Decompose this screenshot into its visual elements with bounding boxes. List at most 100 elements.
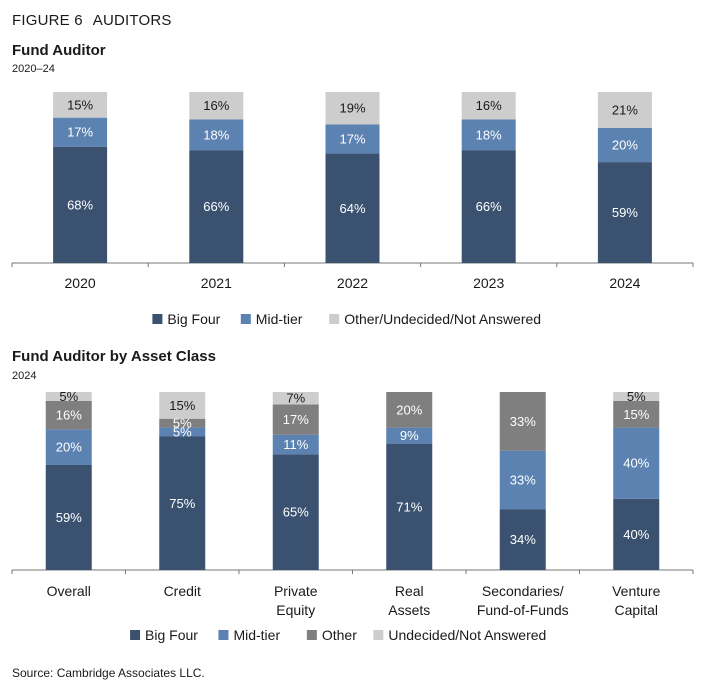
data-label-big-four-2: 64%	[339, 201, 365, 216]
bar-big-four-4	[597, 162, 652, 263]
bar-mid-tier-2	[325, 124, 380, 154]
chart2-title: Fund Auditor by Asset Class	[12, 348, 216, 365]
category-label-3: Real	[395, 583, 424, 599]
bar-mid-tier-3	[386, 427, 433, 444]
category-label-0: Overall	[47, 583, 91, 599]
data-label-other-undecided-not-answered-3: 16%	[476, 98, 502, 113]
data-label-other-3: 20%	[396, 402, 422, 417]
legend-swatch-undecided-not-answered	[373, 630, 384, 640]
data-label-mid-tier-3: 9%	[400, 428, 419, 443]
category-label-3: Assets	[388, 602, 430, 618]
legend-label-other: Other	[322, 627, 357, 643]
chart1-title: Fund Auditor	[12, 42, 106, 59]
data-label-mid-tier-5: 40%	[623, 456, 649, 471]
legend: Big Four Mid-tier Other Undecided/Not Answe…	[130, 627, 546, 643]
data-label-mid-tier-4: 33%	[510, 473, 536, 488]
legend-label-big-four: Big Four	[145, 627, 198, 643]
bar-mid-tier-4	[597, 127, 652, 163]
bar-big-four-2	[325, 153, 380, 263]
category-label-1: Credit	[164, 583, 201, 599]
category-label-4: 2024	[609, 275, 640, 291]
data-label-other-undecided-not-answered-2: 19%	[339, 101, 365, 116]
legend-swatch-big-four	[130, 630, 141, 640]
bar-big-four-2	[272, 454, 319, 570]
legend-swatch-other-undecided-not-answered	[329, 314, 340, 324]
fund-auditor-chart: 68% 17% 15% 2020 66% 18% 16% 2021 64% 17% 19% 2022 6…	[11, 92, 694, 327]
figure-title: FIGURE 6 AUDITORS	[12, 12, 172, 29]
bar-other-undecided-not-answered-4	[597, 92, 652, 128]
data-label-big-four-5: 40%	[623, 527, 649, 542]
data-label-other-1: 5%	[173, 416, 192, 431]
bar-other-undecided-not-answered-3	[461, 92, 516, 120]
category-label-2: Private	[274, 583, 318, 599]
bar-big-four-1	[189, 150, 244, 263]
legend: Big Four Mid-tier Other/Undecided/Not Answ…	[152, 311, 541, 327]
bar-other-undecided-not-answered-2	[325, 92, 380, 125]
bar-big-four-0	[53, 146, 108, 263]
data-label-mid-tier-4: 20%	[612, 138, 638, 153]
data-label-other-undecided-not-answered-0: 15%	[67, 97, 93, 112]
category-label-2: Equity	[276, 602, 315, 618]
bar-other-2	[272, 404, 319, 435]
category-label-5: Venture	[612, 583, 660, 599]
data-label-undecided-not-answered-2: 7%	[286, 391, 305, 406]
data-label-mid-tier-2: 17%	[339, 132, 365, 147]
bar-mid-tier-1	[189, 119, 244, 151]
bar-big-four-5	[613, 498, 660, 570]
category-label-0: 2020	[65, 275, 96, 291]
data-label-big-four-0: 59%	[56, 510, 82, 525]
data-label-other-5: 15%	[623, 407, 649, 422]
category-label-4: Secondaries/	[482, 583, 564, 599]
bar-undecided-not-answered-5	[613, 392, 660, 401]
bar-other-4	[499, 392, 546, 451]
legend-label-other-undecided-not-answered: Other/Undecided/Not Answered	[344, 311, 541, 327]
data-label-big-four-1: 75%	[169, 496, 195, 511]
legend-swatch-other	[306, 630, 317, 640]
chart2-subtitle: 2024	[12, 370, 37, 382]
category-label-2: 2022	[337, 275, 368, 291]
bar-undecided-not-answered-2	[272, 392, 319, 405]
bar-mid-tier-5	[613, 427, 660, 499]
data-label-undecided-not-answered-1: 15%	[169, 398, 195, 413]
category-label-3: 2023	[473, 275, 504, 291]
bar-big-four-3	[461, 150, 516, 263]
bar-mid-tier-0	[45, 429, 92, 465]
legend-label-mid-tier: Mid-tier	[256, 311, 303, 327]
data-label-mid-tier-0: 17%	[67, 125, 93, 140]
legend-label-undecided-not-answered: Undecided/Not Answered	[388, 627, 546, 643]
data-label-big-four-0: 68%	[67, 197, 93, 212]
data-label-undecided-not-answered-0: 5%	[59, 389, 78, 404]
data-label-big-four-3: 71%	[396, 499, 422, 514]
data-label-mid-tier-1: 18%	[203, 127, 229, 142]
bar-other-1	[159, 418, 206, 428]
bar-big-four-0	[45, 464, 92, 570]
data-label-other-undecided-not-answered-4: 21%	[612, 102, 638, 117]
data-label-big-four-1: 66%	[203, 199, 229, 214]
legend-label-mid-tier: Mid-tier	[233, 627, 280, 643]
bar-undecided-not-answered-1	[159, 392, 206, 419]
category-label-4: Fund-of-Funds	[477, 602, 569, 618]
bar-other-0	[45, 400, 92, 430]
bar-big-four-3	[386, 443, 433, 570]
data-label-mid-tier-2: 11%	[283, 437, 308, 452]
data-label-mid-tier-3: 18%	[476, 127, 502, 142]
data-label-big-four-4: 34%	[510, 532, 536, 547]
data-label-big-four-2: 65%	[283, 505, 309, 520]
bar-big-four-1	[159, 436, 206, 570]
bar-mid-tier-4	[499, 450, 546, 510]
figure-name: AUDITORS	[92, 12, 172, 29]
bar-big-four-4	[499, 509, 546, 570]
bar-mid-tier-0	[53, 117, 108, 147]
category-label-5: Capital	[614, 602, 658, 618]
data-label-undecided-not-answered-5: 5%	[627, 389, 646, 404]
bar-mid-tier-1	[159, 427, 206, 437]
category-label-1: 2021	[201, 275, 232, 291]
bar-mid-tier-2	[272, 434, 319, 455]
figure-number: FIGURE 6	[12, 12, 83, 29]
chart1-subtitle: 2020–24	[12, 63, 55, 75]
bar-other-undecided-not-answered-0	[53, 92, 108, 118]
data-label-mid-tier-1: 5%	[173, 425, 192, 440]
bar-mid-tier-3	[461, 119, 516, 151]
bar-other-5	[613, 400, 660, 428]
